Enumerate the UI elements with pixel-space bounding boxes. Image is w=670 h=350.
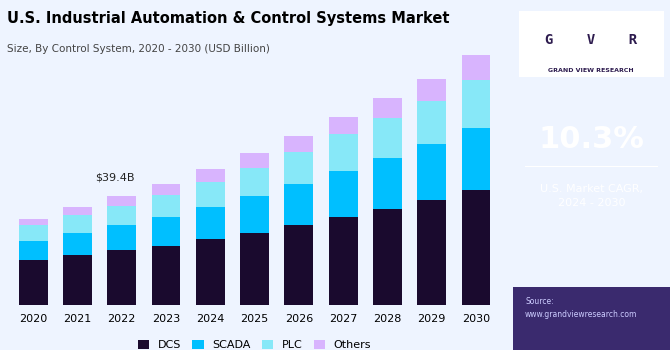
Bar bbox=[417, 101, 446, 144]
Text: U.S. Market CAGR,
2024 - 2030: U.S. Market CAGR, 2024 - 2030 bbox=[540, 184, 643, 208]
Bar bbox=[417, 199, 446, 304]
Bar bbox=[285, 152, 314, 184]
Text: 10.3%: 10.3% bbox=[538, 126, 645, 154]
Bar bbox=[373, 209, 402, 304]
Bar bbox=[329, 117, 358, 134]
Bar bbox=[196, 239, 224, 304]
Bar bbox=[462, 190, 490, 304]
Bar bbox=[329, 217, 358, 304]
Bar bbox=[19, 225, 48, 241]
Bar bbox=[151, 195, 180, 217]
Bar bbox=[241, 168, 269, 196]
Text: GRAND VIEW RESEARCH: GRAND VIEW RESEARCH bbox=[549, 68, 634, 72]
Text: $39.4B: $39.4B bbox=[95, 173, 135, 182]
Bar bbox=[19, 241, 48, 260]
Bar bbox=[285, 184, 314, 225]
Bar bbox=[19, 260, 48, 304]
Bar bbox=[107, 225, 136, 250]
Bar bbox=[329, 134, 358, 171]
Bar bbox=[63, 233, 92, 255]
Bar bbox=[107, 250, 136, 304]
Bar bbox=[417, 79, 446, 101]
Bar bbox=[417, 144, 446, 200]
Bar bbox=[241, 196, 269, 233]
Bar bbox=[63, 255, 92, 304]
Bar bbox=[151, 246, 180, 304]
Bar bbox=[151, 217, 180, 246]
Text: U.S. Industrial Automation & Control Systems Market: U.S. Industrial Automation & Control Sys… bbox=[7, 10, 449, 26]
Bar bbox=[462, 128, 490, 190]
FancyBboxPatch shape bbox=[513, 287, 670, 350]
Bar bbox=[241, 153, 269, 168]
Bar bbox=[373, 118, 402, 158]
Bar bbox=[462, 80, 490, 128]
Bar bbox=[285, 225, 314, 304]
FancyBboxPatch shape bbox=[519, 10, 664, 77]
Bar bbox=[285, 136, 314, 152]
Bar bbox=[196, 169, 224, 182]
Text: Source:
www.grandviewresearch.com: Source: www.grandviewresearch.com bbox=[525, 297, 638, 319]
Bar bbox=[462, 55, 490, 80]
Bar bbox=[151, 184, 180, 195]
Bar bbox=[107, 206, 136, 225]
Text: G    V    R: G V R bbox=[545, 33, 637, 47]
Bar bbox=[63, 215, 92, 233]
Bar bbox=[196, 208, 224, 239]
Bar bbox=[373, 98, 402, 118]
Bar bbox=[196, 182, 224, 208]
Bar bbox=[241, 233, 269, 304]
Bar bbox=[63, 208, 92, 215]
Bar bbox=[373, 158, 402, 209]
Bar bbox=[329, 171, 358, 217]
Bar bbox=[107, 196, 136, 206]
Legend: DCS, SCADA, PLC, Others: DCS, SCADA, PLC, Others bbox=[133, 336, 376, 350]
Bar bbox=[19, 219, 48, 225]
Text: Size, By Control System, 2020 - 2030 (USD Billion): Size, By Control System, 2020 - 2030 (US… bbox=[7, 44, 269, 54]
